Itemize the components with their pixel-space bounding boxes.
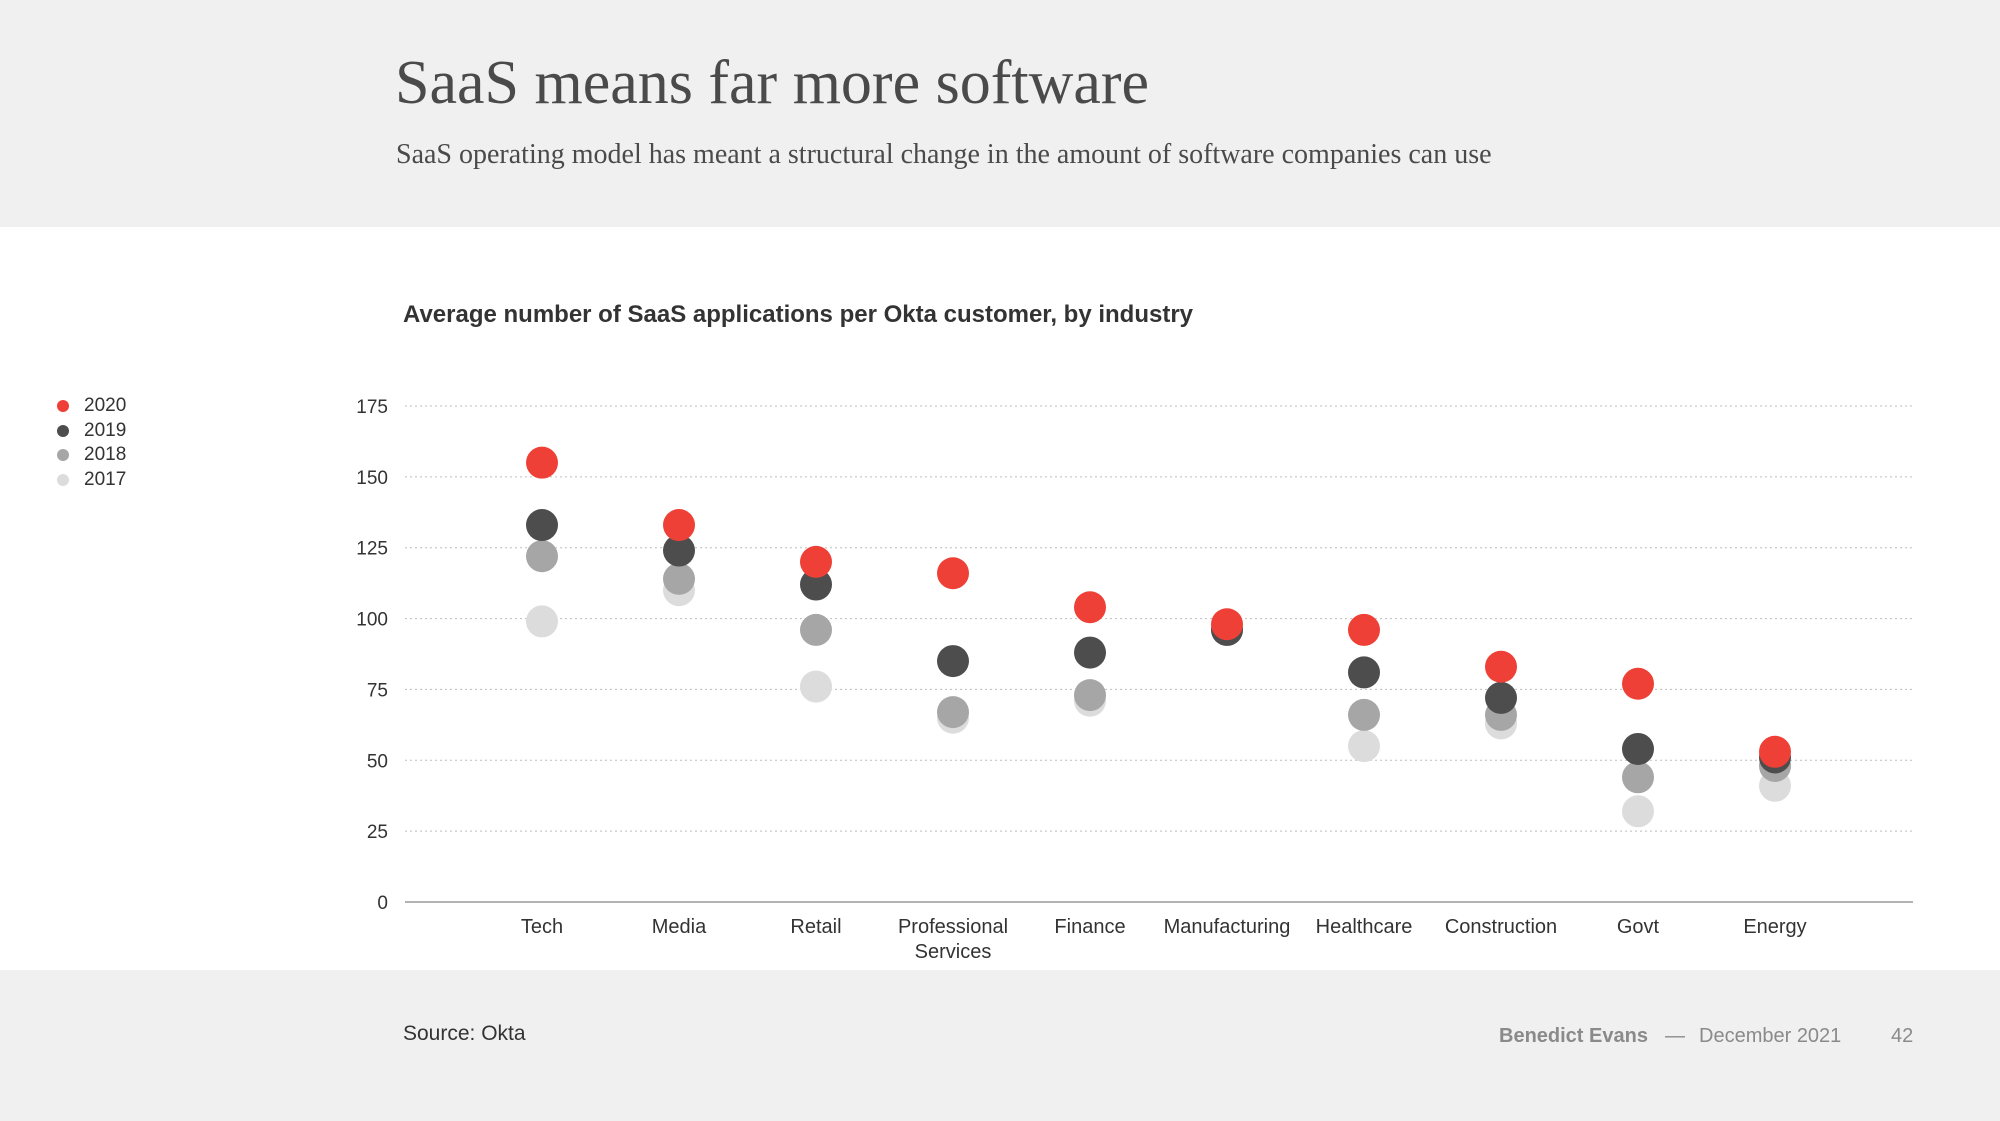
footer-date: December 2021 [1699, 1025, 1842, 1047]
y-tick-label: 175 [356, 397, 388, 418]
data-point-2018 [1074, 679, 1106, 712]
legend-item-2017: 2017 [57, 468, 126, 493]
x-tick-label: Finance [1054, 916, 1125, 938]
data-point-2019 [1074, 636, 1106, 669]
source-note: Source: Okta [403, 1022, 526, 1045]
data-point-2020 [663, 509, 695, 542]
x-tick-label: Media [652, 916, 707, 938]
x-tick-label: Energy [1743, 916, 1806, 938]
legend-label: 2020 [84, 395, 127, 417]
data-point-2019 [526, 509, 558, 542]
x-tick-label: Healthcare [1316, 916, 1413, 938]
data-point-2020 [800, 545, 832, 578]
slide-subtitle: SaaS operating model has meant a structu… [396, 139, 1492, 170]
footer-dash: — [1665, 1025, 1685, 1047]
legend-label: 2018 [84, 444, 127, 466]
data-point-2019 [1485, 681, 1517, 714]
data-point-2020 [937, 557, 969, 590]
data-point-2020 [1622, 667, 1654, 700]
data-point-2017 [1622, 795, 1654, 828]
y-tick-label: 125 [356, 539, 388, 560]
y-tick-label: 0 [377, 893, 388, 914]
data-point-2018 [800, 613, 832, 646]
data-point-2019 [663, 534, 695, 567]
data-point-2017 [526, 605, 558, 638]
y-tick-label: 75 [367, 680, 388, 701]
page-number: 42 [1891, 1025, 1914, 1047]
data-point-2018 [1348, 698, 1380, 731]
x-tick-label: Tech [521, 916, 563, 938]
data-point-2019 [800, 568, 832, 601]
legend-swatch [57, 449, 69, 462]
data-point-2020 [1348, 613, 1380, 646]
data-point-2020 [1211, 608, 1243, 641]
chart-legend: 2020 2019 2018 2017 [57, 394, 126, 492]
legend-item-2020: 2020 [57, 394, 126, 419]
data-point-2020 [526, 446, 558, 479]
data-point-2019 [937, 645, 969, 678]
x-tick-label: Manufacturing [1164, 916, 1291, 938]
x-tick-label: Govt [1617, 916, 1660, 938]
header-band [0, 0, 2000, 227]
data-point-2018 [937, 696, 969, 729]
data-point-2020 [1074, 591, 1106, 624]
data-point-2020 [1485, 650, 1517, 683]
x-tick-label: Professional Services [898, 916, 1008, 963]
chart-title: Average number of SaaS applications per … [403, 301, 1194, 328]
data-point-2020 [1759, 735, 1791, 768]
data-point-2017 [1348, 730, 1380, 763]
data-point-2018 [526, 540, 558, 573]
y-tick-label: 50 [367, 751, 388, 772]
legend-item-2019: 2019 [57, 419, 126, 444]
y-tick-label: 25 [367, 822, 388, 843]
legend-label: 2017 [84, 468, 127, 490]
data-point-2017 [800, 670, 832, 703]
legend-swatch [57, 473, 69, 486]
slide-title: SaaS means far more software [395, 49, 1150, 117]
legend-swatch [57, 424, 69, 437]
x-tick-label: Retail [790, 916, 841, 938]
y-tick-label: 100 [356, 610, 388, 631]
author-name: Benedict Evans [1499, 1025, 1648, 1047]
legend-label: 2019 [84, 419, 127, 441]
legend-swatch [57, 400, 69, 413]
footer-band [0, 970, 2000, 1121]
x-tick-label: Construction [1445, 916, 1557, 938]
data-point-2019 [1622, 732, 1654, 765]
legend-item-2018: 2018 [57, 443, 126, 468]
data-point-2018 [663, 562, 695, 595]
data-point-2019 [1348, 656, 1380, 689]
y-tick-label: 150 [356, 468, 388, 489]
data-point-2018 [1622, 761, 1654, 794]
